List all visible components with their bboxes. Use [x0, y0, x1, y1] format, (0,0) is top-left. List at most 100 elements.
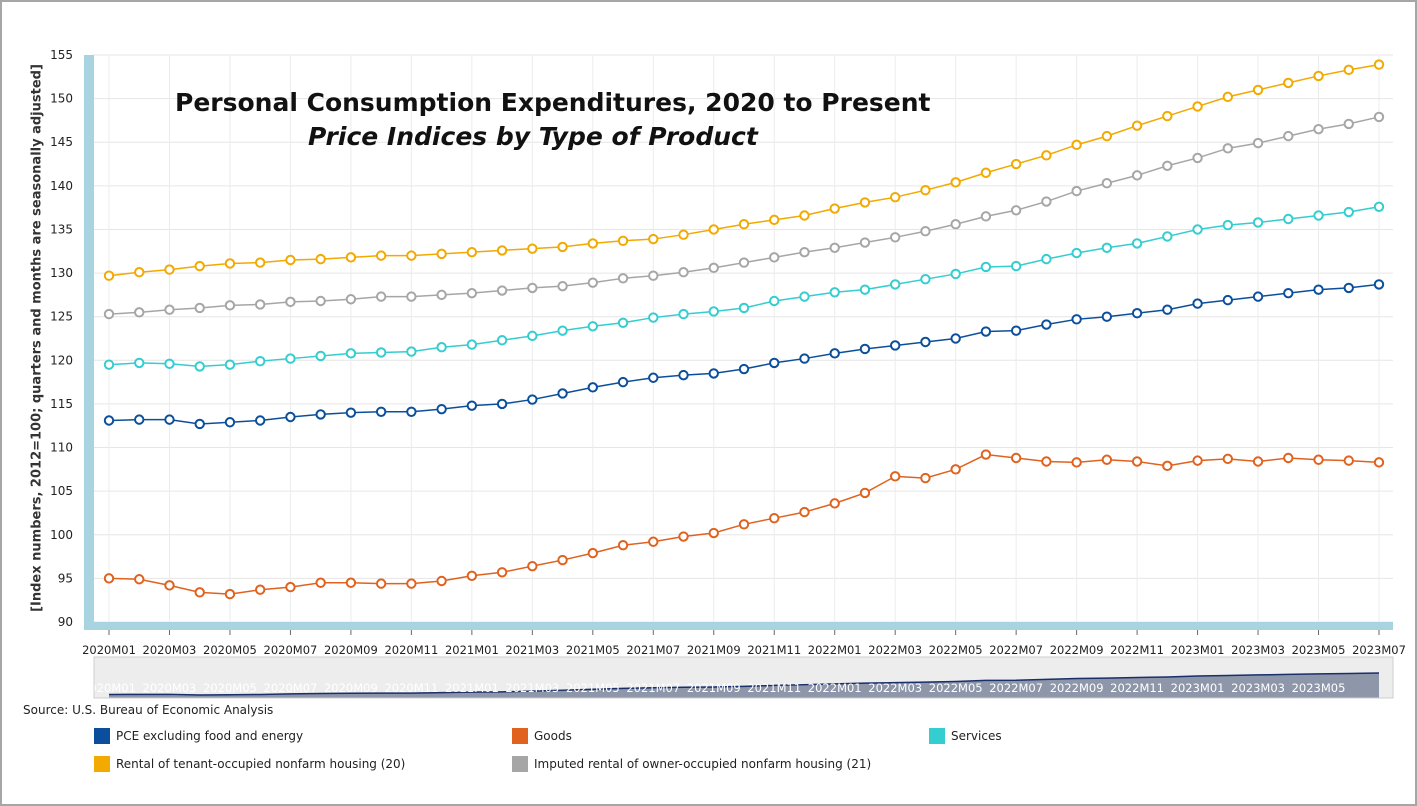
legend-item-goods[interactable]: Goods: [512, 728, 572, 744]
data-point: [527, 330, 538, 342]
x-tick-label: 2021M11: [747, 643, 801, 657]
data-point: [406, 406, 417, 417]
data-point: [1192, 152, 1203, 164]
data-point: [889, 232, 901, 243]
data-point: [889, 279, 901, 290]
data-point: [617, 317, 629, 328]
data-point: [769, 214, 780, 226]
navigator-tick-label: 2023M03: [1231, 681, 1285, 695]
data-point: [194, 260, 205, 272]
data-point: [466, 570, 478, 581]
data-point: [889, 471, 901, 482]
data-point: [557, 554, 568, 566]
data-point: [920, 336, 931, 348]
data-point: [1131, 456, 1143, 467]
data-point: [466, 339, 478, 350]
legend-swatch-pce-core: [94, 728, 110, 744]
y-tick-label: 130: [50, 266, 73, 280]
data-point: [738, 363, 750, 375]
data-point: [254, 584, 266, 595]
data-point: [103, 308, 115, 320]
data-point: [224, 417, 236, 428]
data-point: [496, 567, 508, 578]
data-point: [345, 407, 357, 418]
data-point: [1010, 205, 1022, 216]
data-point: [1313, 210, 1324, 221]
data-point: [1373, 59, 1385, 70]
data-point: [496, 285, 508, 296]
legend-label: PCE excluding food and energy: [116, 729, 304, 743]
data-point: [254, 257, 266, 268]
data-point: [617, 540, 629, 551]
data-point: [678, 531, 689, 542]
data-point: [920, 226, 931, 237]
data-point: [315, 295, 326, 307]
data-point: [678, 308, 689, 320]
data-point: [859, 237, 871, 248]
data-point: [1313, 70, 1324, 82]
data-point: [134, 574, 145, 585]
legend-item-tenant-rent[interactable]: Rental of tenant-occupied nonfarm housin…: [94, 756, 405, 772]
data-point: [134, 357, 145, 369]
data-point: [1071, 314, 1082, 325]
data-point: [527, 282, 538, 294]
legend-item-owner-rent[interactable]: Imputed rental of owner-occupied nonfarm…: [512, 756, 871, 772]
data-point: [1252, 456, 1264, 467]
data-point: [194, 587, 205, 598]
navigator-tick-label: 2021M03: [505, 681, 559, 695]
navigator-tick-label: 2020M11: [384, 681, 438, 695]
data-point: [829, 203, 840, 214]
data-point: [1343, 64, 1354, 76]
x-tick-label: 2020M05: [203, 643, 257, 657]
data-point: [648, 312, 659, 323]
data-point: [1192, 224, 1203, 235]
x-tick-label: 2021M09: [687, 643, 741, 657]
data-point: [1131, 238, 1143, 249]
data-point: [980, 449, 992, 460]
x-axis-bar: [94, 622, 1393, 630]
y-tick-label: 155: [50, 48, 73, 62]
data-point: [1162, 231, 1173, 242]
data-point: [859, 343, 871, 355]
y-tick-label: 135: [50, 222, 73, 236]
legend-item-services[interactable]: Services: [929, 728, 1002, 744]
data-point: [1162, 460, 1173, 472]
data-point: [648, 233, 659, 245]
data-point: [1071, 457, 1082, 468]
data-point: [678, 267, 689, 278]
x-tick-label: 2022M03: [868, 643, 922, 657]
navigator-tick-label: 2022M01: [808, 681, 862, 695]
data-point: [769, 512, 780, 524]
data-point: [799, 246, 810, 258]
data-point: [164, 304, 175, 315]
data-point: [1222, 294, 1234, 306]
data-point: [738, 519, 750, 530]
data-point: [466, 287, 478, 299]
data-point: [678, 369, 689, 381]
data-point: [1071, 139, 1082, 151]
chart-title: Personal Consumption Expenditures, 2020 …: [175, 88, 931, 117]
data-point: [134, 307, 145, 318]
data-point: [315, 577, 326, 588]
x-tick-label: 2021M07: [626, 643, 680, 657]
legend-swatch-tenant-rent: [94, 756, 110, 772]
data-point: [708, 262, 719, 274]
data-point: [769, 295, 780, 307]
data-point: [1010, 325, 1022, 336]
data-point: [1283, 130, 1294, 142]
data-point: [315, 253, 326, 265]
data-point: [164, 358, 175, 369]
navigator-tick-label: 2022M11: [1110, 681, 1164, 695]
data-point: [617, 273, 629, 284]
data-point: [1192, 298, 1203, 309]
data-point: [859, 197, 871, 208]
data-point: [557, 325, 568, 336]
navigator-tick-label: 2023M01: [1171, 681, 1225, 695]
data-point: [1373, 111, 1385, 123]
data-point: [224, 258, 236, 269]
legend-item-pce-core[interactable]: PCE excluding food and energy: [94, 728, 303, 744]
data-point: [920, 185, 931, 196]
data-point: [1343, 118, 1354, 130]
data-point: [950, 464, 961, 475]
x-tick-label: 2022M01: [808, 643, 862, 657]
